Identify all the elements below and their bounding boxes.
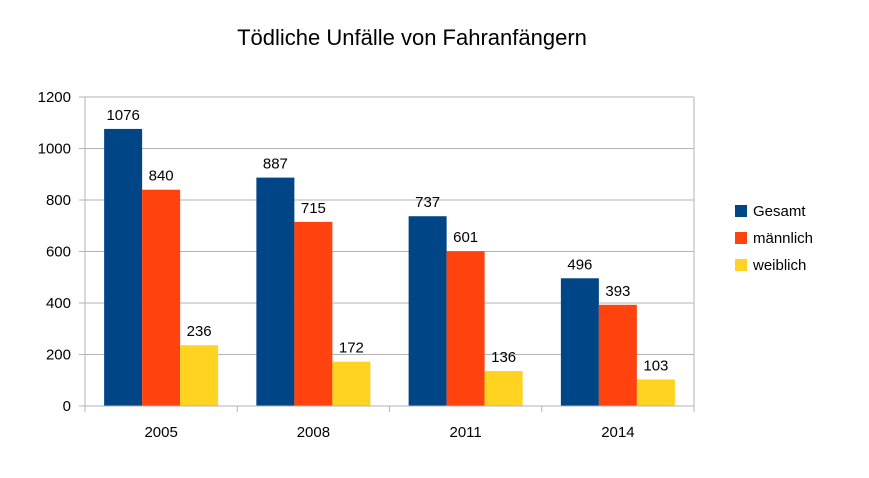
data-label: 496 [567,256,592,273]
y-tick-label: 800 [46,192,71,209]
bar [446,251,485,406]
y-tick-label: 400 [46,295,71,312]
y-tick-label: 1200 [38,89,71,106]
y-tick-label: 200 [46,347,71,364]
data-label: 715 [301,200,326,217]
legend-label: Gesamt [753,203,806,220]
legend-label: männlich [753,230,813,247]
x-axis: 2005 2008 2011 2014 [85,405,695,441]
data-label: 236 [187,323,212,340]
legend: Gesamt männlich weiblich [735,203,813,274]
y-tick-label: 0 [63,398,71,415]
legend-swatch [735,205,747,217]
data-label: 840 [149,168,174,185]
legend-swatch [735,232,747,244]
x-tick-label: 2005 [144,424,177,441]
data-label: 737 [415,194,440,211]
bar [598,304,637,406]
bar [636,379,675,406]
y-tick-label: 1000 [38,141,71,158]
legend-swatch [735,259,747,271]
data-labels: 1076 840 236 887 715 172 737 601 136 496 393 103 [106,107,668,375]
x-tick-label: 2014 [601,424,634,441]
data-label: 103 [643,357,668,374]
legend-label: weiblich [752,257,806,274]
bar [142,189,181,406]
bar [180,345,219,406]
bar [256,177,295,406]
bar [294,221,333,406]
data-label: 601 [453,229,478,246]
x-tick-label: 2008 [297,424,330,441]
bar [560,278,599,406]
y-axis: 0 200 400 600 800 1000 1200 [38,89,86,415]
bar [332,361,371,406]
data-label: 1076 [106,107,139,124]
bar [104,128,143,406]
chart-title: Tödliche Unfälle von Fahranfängern [237,25,587,50]
x-tick-label: 2011 [449,424,481,441]
data-label: 172 [339,340,364,357]
data-label: 393 [605,283,630,300]
bar [484,370,523,406]
bar [408,216,447,406]
bars [104,128,675,406]
data-label: 136 [491,349,516,366]
data-label: 887 [263,156,288,173]
y-tick-label: 600 [46,244,71,261]
